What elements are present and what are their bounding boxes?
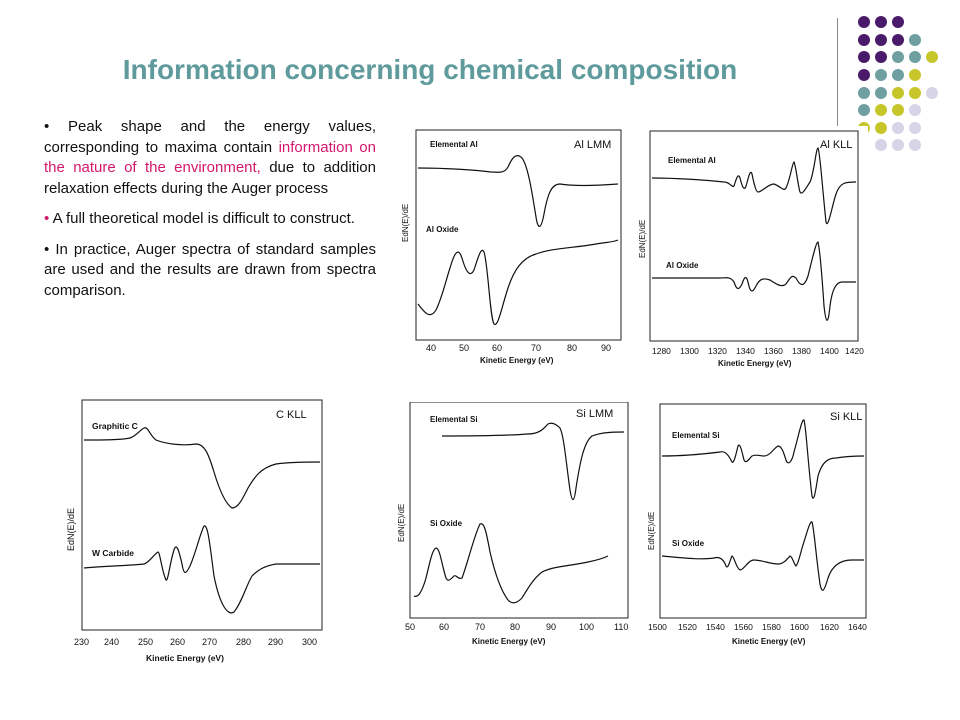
- x-tick-label: 300: [302, 637, 317, 647]
- spectrum-curve-oxide: [661, 521, 864, 591]
- curve-label-top: Elemental Si: [430, 415, 478, 424]
- x-tick-label: 70: [531, 343, 541, 353]
- x-tick-label: 70: [475, 622, 485, 632]
- x-tick-label: 60: [439, 622, 449, 632]
- figure-title: Al KLL: [820, 139, 852, 151]
- x-axis-label: Kinetic Energy (eV): [732, 637, 806, 646]
- x-axis-label: Kinetic Energy (eV): [146, 653, 224, 663]
- plot-frame: [409, 402, 629, 619]
- bullet-item-1: • Peak shape and the energy values, corr…: [44, 117, 376, 199]
- spectrum-curve-oxide: [651, 241, 856, 321]
- bullet-item-2: • A full theoretical model is difficult …: [44, 209, 376, 230]
- curve-label-bottom: W Carbide: [92, 548, 134, 558]
- figure-title: Si LMM: [576, 408, 613, 420]
- x-tick-label: 1380: [792, 346, 811, 356]
- x-tick-label: 1520: [678, 622, 697, 632]
- x-tick-label: 1600: [790, 622, 809, 632]
- x-tick-label: 90: [546, 622, 556, 632]
- x-tick-label: 290: [268, 637, 283, 647]
- x-tick-label: 1300: [680, 346, 699, 356]
- bullet-dot: •: [44, 240, 56, 258]
- x-tick-label: 1400: [820, 346, 839, 356]
- x-tick-label: 90: [601, 343, 611, 353]
- y-axis-label: EdN(E)/dE: [401, 204, 410, 242]
- x-tick-label: 1320: [708, 346, 727, 356]
- curve-label-top: Graphitic C: [92, 421, 138, 431]
- curve-label-top: Elemental Al: [430, 140, 478, 149]
- curve-label-top: Elemental Si: [672, 431, 720, 440]
- bullet-text: In practice, Auger spectra of standard s…: [44, 240, 376, 299]
- page-title: Information concerning chemical composit…: [122, 54, 738, 85]
- figure-title: Si KLL: [830, 411, 862, 423]
- spectrum-figure-si-lmm: EdN(E)/dE Si LMM Elemental Si Si Oxide 5…: [392, 402, 638, 650]
- x-tick-label: 80: [510, 622, 520, 632]
- spectrum-figure-si-kll: EdN(E)/dE Si KLL Elemental Si Si Oxide 1…: [644, 400, 876, 652]
- x-axis-label: Kinetic Energy (eV): [472, 637, 546, 646]
- plot-frame: [81, 399, 323, 631]
- x-tick-label: 50: [405, 622, 415, 632]
- x-tick-label: 280: [236, 637, 251, 647]
- plot-frame: [415, 129, 622, 341]
- bullet-list: • Peak shape and the energy values, corr…: [44, 117, 376, 311]
- x-tick-label: 1280: [652, 346, 671, 356]
- decorative-vertical-line: [837, 18, 838, 143]
- x-tick-label: 250: [138, 637, 153, 647]
- x-tick-label: 60: [492, 343, 502, 353]
- x-tick-label: 100: [579, 622, 594, 632]
- highlighted-text: information on the nature of the environ…: [44, 138, 376, 177]
- curve-label-bottom: Si Oxide: [672, 539, 705, 548]
- y-axis-label: EdN(E)/dE: [647, 512, 656, 550]
- spectrum-curve-oxide: [417, 239, 619, 325]
- spectrum-curve-elemental: [651, 147, 857, 225]
- x-tick-label: 260: [170, 637, 185, 647]
- x-tick-label: 1640: [848, 622, 867, 632]
- x-tick-label: 1420: [845, 346, 864, 356]
- figure-title: Al LMM: [574, 139, 611, 151]
- x-tick-label: 1620: [820, 622, 839, 632]
- curve-label-bottom: Al Oxide: [426, 225, 459, 234]
- curve-label-bottom: Si Oxide: [430, 519, 463, 528]
- y-axis-label: EdN(E)/dE: [397, 504, 406, 542]
- bullet-text: Peak shape and the energy values, corres…: [44, 118, 377, 156]
- decorative-dot-grid: [858, 16, 938, 151]
- bullet-dot: •: [44, 118, 68, 135]
- x-axis-label: Kinetic Energy (eV): [718, 359, 792, 368]
- x-tick-label: 1360: [764, 346, 783, 356]
- spectrum-curve-elemental: [441, 422, 625, 501]
- curve-label-top: Elemental Al: [668, 156, 716, 165]
- bullet-item-3: • In practice, Auger spectra of standard…: [44, 240, 376, 302]
- x-tick-label: 110: [614, 622, 628, 632]
- x-tick-label: 80: [567, 343, 577, 353]
- x-tick-label: 50: [459, 343, 469, 353]
- spectrum-curve-graphitic: [83, 427, 321, 509]
- x-tick-label: 230: [74, 637, 89, 647]
- spectrum-figure-al-lmm: EdN(E)/dE Al LMM Elemental Al Al Oxide 4…: [396, 122, 628, 372]
- bullet-text: A full theoretical model is difficult to…: [52, 210, 355, 227]
- x-tick-label: 240: [104, 637, 119, 647]
- spectrum-curve-oxide: [413, 523, 609, 604]
- plot-frame: [649, 130, 859, 342]
- y-axis-label: EdN(E)/dE: [66, 508, 76, 551]
- spectrum-figure-c-kll: EdN(E)/dE C KLL Graphitic C W Carbide 23…: [64, 396, 330, 668]
- x-tick-label: 1580: [762, 622, 781, 632]
- spectrum-figure-al-kll: EdN(E)/dE Al KLL Elemental Al Al Oxide 1…: [636, 126, 868, 371]
- bullet-dot: •: [44, 210, 53, 227]
- x-tick-label: 1560: [734, 622, 753, 632]
- spectrum-curve-elemental: [417, 155, 619, 227]
- spectrum-curve-carbide: [83, 525, 320, 614]
- plot-frame: [659, 403, 867, 619]
- curve-label-bottom: Al Oxide: [666, 261, 699, 270]
- bullet-text: due to addition relaxation effects durin…: [44, 159, 376, 197]
- x-tick-label: 1540: [706, 622, 725, 632]
- x-tick-label: 270: [202, 637, 217, 647]
- x-axis-label: Kinetic Energy (eV): [480, 356, 554, 365]
- spectrum-curve-elemental: [661, 419, 865, 499]
- y-axis-label: EdN(E)/dE: [638, 220, 647, 258]
- x-tick-label: 40: [426, 343, 436, 353]
- x-tick-label: 1500: [648, 622, 667, 632]
- x-tick-label: 1340: [736, 346, 755, 356]
- figure-title: C KLL: [276, 409, 307, 421]
